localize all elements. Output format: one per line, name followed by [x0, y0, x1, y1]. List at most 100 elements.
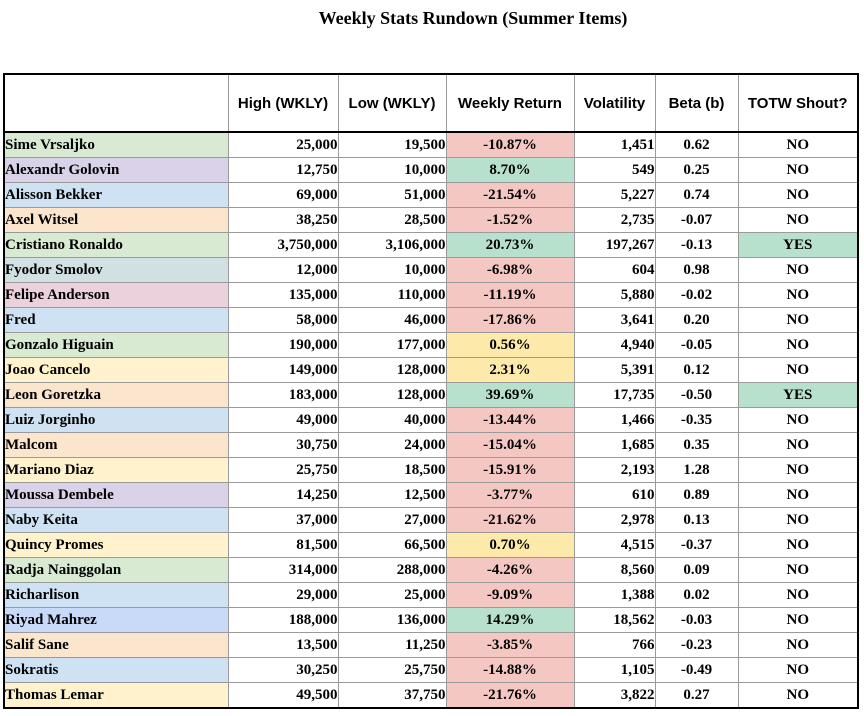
beta-cell[interactable]: 0.02 [654, 582, 739, 608]
volatility-cell[interactable]: 197,267 [573, 232, 656, 258]
player-name-cell[interactable]: Axel Witsel [3, 207, 229, 233]
totw-shout-cell[interactable]: NO [737, 357, 859, 383]
high-cell[interactable]: 58,000 [227, 307, 339, 333]
beta-cell[interactable]: -0.23 [654, 632, 739, 658]
high-cell[interactable]: 190,000 [227, 332, 339, 358]
high-cell[interactable]: 3,750,000 [227, 232, 339, 258]
low-cell[interactable]: 128,000 [337, 357, 447, 383]
high-cell[interactable]: 135,000 [227, 282, 339, 308]
weekly-return-cell[interactable]: -14.88% [445, 657, 575, 683]
totw-shout-cell[interactable]: NO [737, 332, 859, 358]
high-cell[interactable]: 149,000 [227, 357, 339, 383]
weekly-return-cell[interactable]: -9.09% [445, 582, 575, 608]
beta-cell[interactable]: -0.13 [654, 232, 739, 258]
high-cell[interactable]: 183,000 [227, 382, 339, 408]
volatility-cell[interactable]: 2,193 [573, 457, 656, 483]
high-cell[interactable]: 29,000 [227, 582, 339, 608]
weekly-return-cell[interactable]: -10.87% [445, 131, 575, 158]
player-name-cell[interactable]: Mariano Diaz [3, 457, 229, 483]
low-cell[interactable]: 11,250 [337, 632, 447, 658]
weekly-return-cell[interactable]: -11.19% [445, 282, 575, 308]
beta-cell[interactable]: -0.05 [654, 332, 739, 358]
volatility-cell[interactable]: 1,388 [573, 582, 656, 608]
weekly-return-cell[interactable]: -13.44% [445, 407, 575, 433]
weekly-return-cell[interactable]: -15.04% [445, 432, 575, 458]
volatility-cell[interactable]: 1,685 [573, 432, 656, 458]
low-cell[interactable]: 10,000 [337, 157, 447, 183]
weekly-return-cell[interactable]: -3.85% [445, 632, 575, 658]
player-name-cell[interactable]: Malcom [3, 432, 229, 458]
low-cell[interactable]: 27,000 [337, 507, 447, 533]
low-cell[interactable]: 40,000 [337, 407, 447, 433]
high-cell[interactable]: 30,750 [227, 432, 339, 458]
player-name-cell[interactable]: Sime Vrsaljko [3, 131, 229, 158]
high-cell[interactable]: 314,000 [227, 557, 339, 583]
beta-cell[interactable]: -0.03 [654, 607, 739, 633]
header-beta[interactable]: Beta (b) [654, 73, 739, 133]
weekly-return-cell[interactable]: -1.52% [445, 207, 575, 233]
high-cell[interactable]: 25,750 [227, 457, 339, 483]
volatility-cell[interactable]: 17,735 [573, 382, 656, 408]
beta-cell[interactable]: 0.25 [654, 157, 739, 183]
high-cell[interactable]: 12,000 [227, 257, 339, 283]
volatility-cell[interactable]: 2,735 [573, 207, 656, 233]
high-cell[interactable]: 38,250 [227, 207, 339, 233]
totw-shout-cell[interactable]: NO [737, 607, 859, 633]
beta-cell[interactable]: 0.09 [654, 557, 739, 583]
totw-shout-cell[interactable]: YES [737, 232, 859, 258]
beta-cell[interactable]: -0.07 [654, 207, 739, 233]
high-cell[interactable]: 25,000 [227, 131, 339, 158]
low-cell[interactable]: 128,000 [337, 382, 447, 408]
volatility-cell[interactable]: 5,880 [573, 282, 656, 308]
volatility-cell[interactable]: 1,451 [573, 131, 656, 158]
totw-shout-cell[interactable]: NO [737, 182, 859, 208]
weekly-return-cell[interactable]: 2.31% [445, 357, 575, 383]
player-name-cell[interactable]: Moussa Dembele [3, 482, 229, 508]
high-cell[interactable]: 69,000 [227, 182, 339, 208]
player-name-cell[interactable]: Riyad Mahrez [3, 607, 229, 633]
high-cell[interactable]: 13,500 [227, 632, 339, 658]
totw-shout-cell[interactable]: NO [737, 257, 859, 283]
volatility-cell[interactable]: 5,391 [573, 357, 656, 383]
header-volatility[interactable]: Volatility [573, 73, 656, 133]
beta-cell[interactable]: 0.62 [654, 131, 739, 158]
player-name-cell[interactable]: Joao Cancelo [3, 357, 229, 383]
volatility-cell[interactable]: 549 [573, 157, 656, 183]
beta-cell[interactable]: -0.35 [654, 407, 739, 433]
weekly-return-cell[interactable]: 39.69% [445, 382, 575, 408]
low-cell[interactable]: 136,000 [337, 607, 447, 633]
header-low[interactable]: Low (WKLY) [337, 73, 447, 133]
player-name-cell[interactable]: Cristiano Ronaldo [3, 232, 229, 258]
high-cell[interactable]: 12,750 [227, 157, 339, 183]
low-cell[interactable]: 25,000 [337, 582, 447, 608]
low-cell[interactable]: 28,500 [337, 207, 447, 233]
weekly-return-cell[interactable]: -4.26% [445, 557, 575, 583]
volatility-cell[interactable]: 3,641 [573, 307, 656, 333]
totw-shout-cell[interactable]: NO [737, 131, 859, 158]
player-name-cell[interactable]: Salif Sane [3, 632, 229, 658]
totw-shout-cell[interactable]: NO [737, 207, 859, 233]
totw-shout-cell[interactable]: NO [737, 282, 859, 308]
volatility-cell[interactable]: 3,822 [573, 682, 656, 709]
weekly-return-cell[interactable]: -21.62% [445, 507, 575, 533]
beta-cell[interactable]: -0.49 [654, 657, 739, 683]
totw-shout-cell[interactable]: NO [737, 432, 859, 458]
weekly-return-cell[interactable]: -21.76% [445, 682, 575, 709]
low-cell[interactable]: 10,000 [337, 257, 447, 283]
volatility-cell[interactable]: 766 [573, 632, 656, 658]
totw-shout-cell[interactable]: NO [737, 557, 859, 583]
player-name-cell[interactable]: Felipe Anderson [3, 282, 229, 308]
weekly-return-cell[interactable]: 8.70% [445, 157, 575, 183]
low-cell[interactable]: 3,106,000 [337, 232, 447, 258]
volatility-cell[interactable]: 5,227 [573, 182, 656, 208]
weekly-return-cell[interactable]: 20.73% [445, 232, 575, 258]
player-name-cell[interactable]: Alisson Bekker [3, 182, 229, 208]
weekly-return-cell[interactable]: -21.54% [445, 182, 575, 208]
high-cell[interactable]: 14,250 [227, 482, 339, 508]
low-cell[interactable]: 51,000 [337, 182, 447, 208]
volatility-cell[interactable]: 8,560 [573, 557, 656, 583]
beta-cell[interactable]: 0.20 [654, 307, 739, 333]
low-cell[interactable]: 18,500 [337, 457, 447, 483]
player-name-cell[interactable]: Leon Goretzka [3, 382, 229, 408]
low-cell[interactable]: 177,000 [337, 332, 447, 358]
